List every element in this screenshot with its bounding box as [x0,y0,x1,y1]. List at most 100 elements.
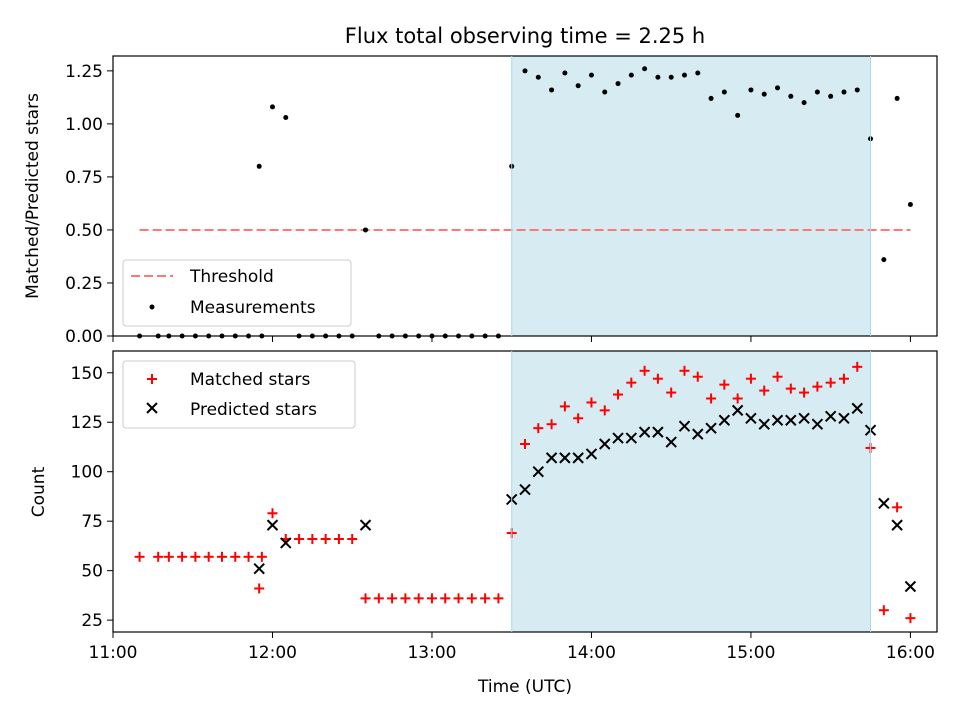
predicted-star-point [718,414,731,426]
measurement-point [761,91,767,97]
cross-b [280,537,292,549]
top-x-ticks [112,336,911,342]
cross-b [811,418,824,430]
top-shaded-interval [511,56,871,336]
legend-measurements-swatch [149,304,155,310]
bottom-legend: Matched stars Predicted stars [122,360,356,429]
measurement-point [549,87,555,93]
measurement-point [788,93,794,99]
measurement-point [841,89,847,95]
matched-star-point [892,502,903,513]
matched-star-point [190,551,201,562]
bottom-plot-frame [112,350,938,633]
measurement-point [721,89,727,95]
cross-b [572,452,584,464]
predicted-star-point [519,483,531,496]
x-tick-label: 13:00 [407,643,456,663]
legend-predicted-swatch [146,402,158,414]
cross-b [705,422,717,434]
predicted-star-point [851,402,863,415]
predicted-star-point [891,519,903,531]
measurement-point [602,89,608,95]
matched-star-point [692,371,703,382]
matched-star-point [666,387,677,398]
matched-star-point [878,605,889,616]
matched-star-point [785,383,796,394]
predicted-star-point [692,428,704,440]
matched-star-point [243,551,254,562]
predicted-star-point [878,497,890,510]
y-tick-label: 75 [81,512,103,532]
matched-star-point [732,393,743,404]
cross-b [532,466,544,478]
x-axis-label: Time (UTC) [477,677,572,697]
matched-star-point [294,533,305,544]
measurement-point [615,81,621,87]
measurement-point [695,70,701,76]
cross-b [652,426,664,438]
x-tick-label: 15:00 [726,643,775,663]
predicted-star-point [559,452,571,464]
legend-threshold-label: Threshold [189,267,274,287]
matched-star-point [254,583,265,594]
predicted-star-point [771,414,784,426]
top-legend: Threshold Measurements [122,259,352,327]
matched-star-point [426,593,437,604]
cross-b [745,412,757,424]
matched-star-point [267,508,278,519]
bottom-legend-box [122,360,356,429]
y-tick-label: 125 [71,413,103,433]
matched-star-point [177,551,188,562]
predicted-star-point [612,432,624,444]
matched-star-point [613,389,624,400]
measurement-point [668,74,674,80]
matched-star-point [905,613,916,624]
measurement-point [907,201,913,207]
predicted-star-point [665,436,677,448]
cross-b [758,418,770,430]
matched-star-point [652,373,663,384]
y-tick-label: 0.00 [65,327,103,347]
measurement-point [522,68,528,74]
legend-measurements-label: Measurements [190,298,316,318]
measurement-point [283,115,289,121]
predicted-star-point [545,452,558,464]
matched-star-point [586,397,597,408]
predicted-star-point [625,432,638,444]
cross-b [599,438,611,450]
cross-b [824,410,837,423]
matched-star-point [546,419,557,430]
matched-star-point [706,393,717,404]
cross-b [266,519,279,531]
measurement-point [828,93,834,99]
x-tick-label: 14:00 [567,643,616,663]
cross-b [665,436,677,448]
matched-star-point [373,593,384,604]
predicted-star-point [638,426,651,438]
y-tick-label: 25 [81,611,103,631]
measurement-point [894,95,900,101]
predicted-star-point [253,562,265,575]
measurement-point [269,104,275,110]
matched-star-point [599,405,610,416]
matched-star-point [153,551,164,562]
predicted-star-point [904,580,917,593]
cross-b [146,402,158,414]
matched-star-point [347,533,358,544]
measurement-point [535,74,541,80]
matched-star-point [466,593,477,604]
cross-b [559,452,571,464]
x-tick-label: 11:00 [89,643,138,663]
measurement-point [588,72,594,78]
measurement-point [256,163,262,169]
top-legend-box [122,259,352,327]
y-tick-label: 50 [81,562,103,582]
predicted-star-point [811,418,824,430]
measurement-point [655,74,661,80]
cross-b [718,414,731,426]
measurement-point [575,83,581,89]
matched-star-point [639,365,650,376]
top-plot-frame [112,55,938,337]
chart-title: Flux total observing time = 2.25 h [345,24,705,48]
y-tick-label: 150 [71,364,103,384]
